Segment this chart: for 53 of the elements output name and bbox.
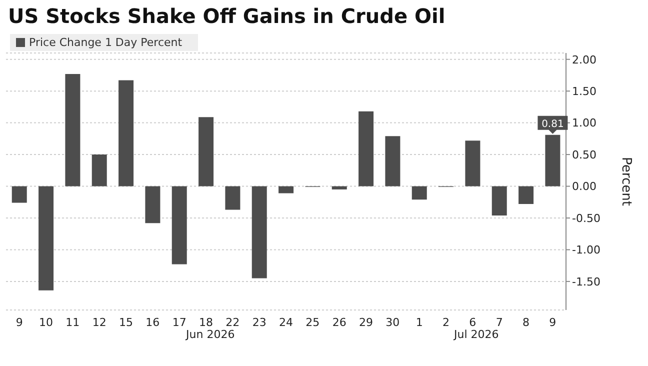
text: Jun 2026 (184, 328, 236, 341)
bar (332, 186, 347, 190)
y-tick-label: 1.50 (572, 84, 596, 98)
x-tick-label: 11 (66, 316, 80, 329)
x-tick-label: 7 (496, 316, 503, 329)
bar (358, 111, 374, 186)
x-tick-label: 15 (119, 316, 133, 329)
x-tick-label: 25 (306, 316, 320, 329)
x-tick-label: 8 (522, 316, 530, 329)
bar (225, 186, 240, 210)
x-tick-label: 29 (359, 316, 373, 329)
x-tick-label: 23 (252, 316, 266, 329)
x-tick-label: 9 (549, 316, 556, 329)
x-tick-label: 12 (92, 316, 106, 329)
bar (518, 186, 534, 204)
bar (38, 186, 54, 290)
bar (252, 186, 267, 278)
chart-title: US Stocks Shake Off Gains in Crude Oil (8, 4, 446, 28)
y-tick-label: 0.00 (572, 180, 596, 194)
bar (385, 136, 400, 186)
bar (492, 186, 507, 216)
x-tick-label: 1 (416, 316, 423, 329)
y-tick-label: -1.00 (572, 244, 600, 257)
x-tick-label: 18 (199, 316, 213, 329)
bar (465, 140, 480, 186)
bar (118, 80, 134, 186)
x-tick-label: 22 (226, 316, 240, 329)
y-tick-label: -1.50 (572, 275, 600, 288)
y-tick-label: -0.50 (572, 212, 600, 225)
y-tick-label: 2.00 (572, 53, 596, 66)
bar (198, 117, 214, 186)
y-axis-title: Percent (618, 157, 634, 206)
bar (145, 186, 160, 224)
x-tick-label: 17 (172, 316, 186, 329)
y-tick-label: 1.00 (572, 116, 596, 130)
x-tick-label: 2 (442, 316, 450, 329)
bar (172, 186, 187, 264)
x-tick-label: 30 (386, 316, 400, 329)
x-tick-label: 9 (16, 316, 23, 329)
x-tick-label: 6 (469, 316, 476, 329)
bar (65, 74, 80, 186)
data-label: 0.81 (542, 118, 564, 130)
x-tick-label: 10 (39, 316, 53, 329)
bar (278, 186, 294, 194)
bar (412, 186, 427, 200)
bar (92, 154, 107, 186)
x-tick-label: 24 (279, 316, 293, 329)
y-tick-label: 0.50 (572, 148, 596, 162)
x-tick-label: 26 (332, 316, 346, 329)
legend-label: Price Change 1 Day Percent (29, 36, 182, 49)
text: Jul 2026 (452, 328, 500, 341)
x-tick-label: 16 (146, 316, 160, 329)
bar (12, 186, 27, 203)
